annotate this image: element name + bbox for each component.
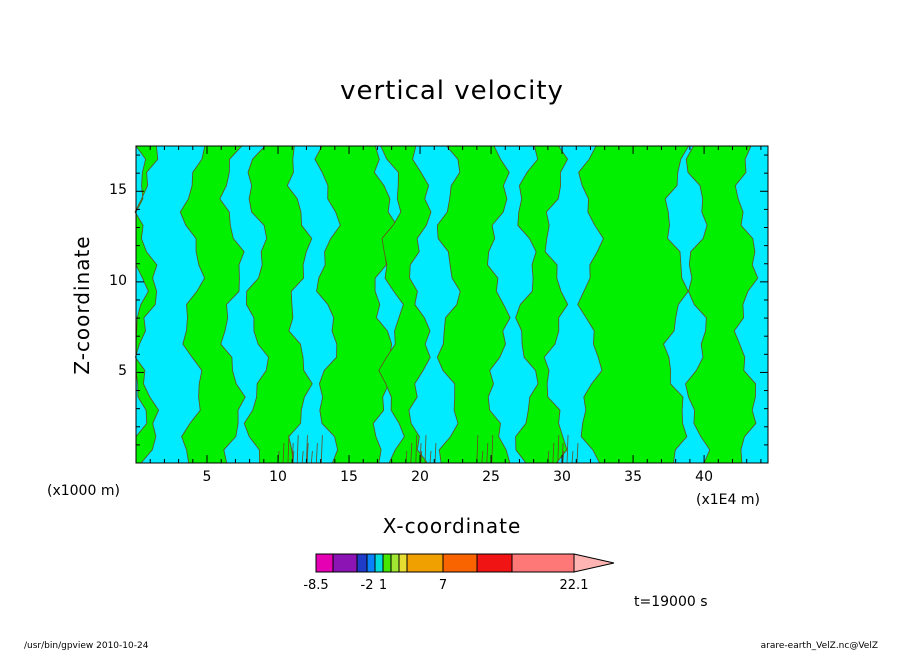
contour-speckle xyxy=(320,434,323,464)
y-tick-label: 5 xyxy=(118,363,127,380)
contour-speckle xyxy=(410,442,413,464)
y-tick-label: 10 xyxy=(109,272,127,289)
chart-title: vertical velocity xyxy=(340,76,564,106)
colorbar-swatch xyxy=(406,553,444,573)
contour-speckle xyxy=(301,450,304,464)
colorbar-extend-arrow xyxy=(573,553,615,573)
plot-frame xyxy=(135,145,769,464)
colorbar-swatch xyxy=(332,553,358,573)
contour-speckle xyxy=(491,434,494,464)
colorbar-swatch xyxy=(390,553,400,573)
colorbar-tick-label: 1 xyxy=(378,578,388,593)
colorbar-swatch xyxy=(511,553,575,573)
colorbar-swatch xyxy=(366,553,376,573)
colorbar-tick-label: 22.1 xyxy=(559,578,589,593)
colorbar xyxy=(315,553,615,573)
x-tick-label: 20 xyxy=(411,469,429,485)
colorbar-tick-label: -8.5 xyxy=(303,578,329,593)
axis-ticks xyxy=(136,146,768,463)
contour-speckle xyxy=(576,442,579,464)
contour-speckle xyxy=(282,442,285,464)
contour-speckle xyxy=(315,442,318,464)
contour-speckle xyxy=(306,442,309,464)
x-tick-label: 35 xyxy=(624,469,642,485)
x-tick-label: 15 xyxy=(340,469,358,485)
contour-speckle xyxy=(424,434,427,464)
contour-speckle xyxy=(562,450,565,464)
colorbar-tick-label: -2 xyxy=(360,578,374,593)
contour-speckle xyxy=(296,434,299,464)
contour-speckle xyxy=(557,434,560,464)
y-axis-unit: (x1000 m) xyxy=(47,483,120,499)
colorbar-swatch xyxy=(398,553,408,573)
y-axis-label: Z-coordinate xyxy=(70,235,94,375)
contour-speckle xyxy=(486,442,489,464)
x-axis-label: X-coordinate xyxy=(382,514,522,538)
contour-speckle xyxy=(292,450,295,464)
contour-speckle xyxy=(306,434,308,464)
x-axis-unit: (x1E4 m) xyxy=(696,492,760,508)
colorbar-swatch xyxy=(356,553,368,573)
footer-program-date: /usr/bin/gpview 2010-10-24 xyxy=(24,641,149,651)
contour-speckle xyxy=(566,434,569,464)
contour-speckle xyxy=(415,434,418,464)
contour-speckle xyxy=(420,450,423,464)
colorbar-swatch xyxy=(476,553,513,573)
colorbar-swatch xyxy=(374,553,384,573)
contour-regions xyxy=(134,145,759,464)
contour-speckle xyxy=(429,450,432,464)
x-tick-label: 40 xyxy=(695,469,713,485)
colorbar-swatch xyxy=(382,553,392,573)
colorbar-tick-label: 7 xyxy=(438,578,448,593)
colorbar-swatch xyxy=(442,553,478,573)
x-tick-label: 10 xyxy=(269,469,287,485)
time-label: t=19000 s xyxy=(634,594,708,610)
contour-speckle xyxy=(476,434,479,464)
contour-speckle xyxy=(310,450,313,464)
footer-file-variable: arare-earth_VelZ.nc@VelZ xyxy=(760,641,878,651)
x-tick-label: 30 xyxy=(553,469,571,485)
contour-speckle xyxy=(571,450,574,464)
y-tick-label: 15 xyxy=(109,182,127,199)
x-tick-label: 5 xyxy=(202,469,212,485)
x-tick-label: 25 xyxy=(482,469,500,485)
contour-speckle xyxy=(481,450,484,464)
colorbar-swatch xyxy=(315,553,334,573)
contour-speckle xyxy=(552,442,555,464)
contour-speckle xyxy=(434,442,437,464)
contour-speckle xyxy=(287,434,290,464)
